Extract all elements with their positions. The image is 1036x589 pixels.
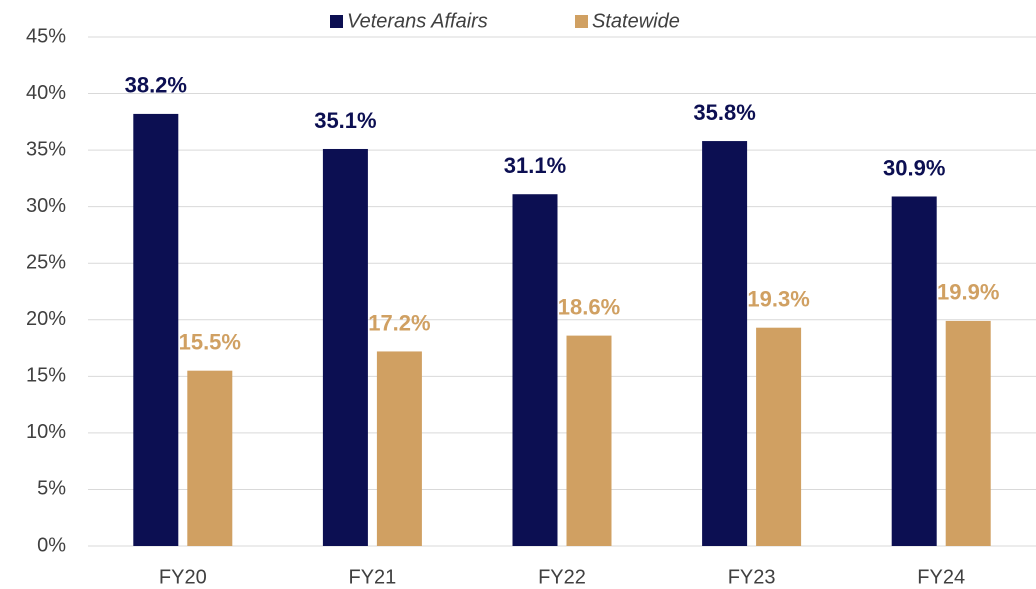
y-tick-label: 5% <box>37 478 66 500</box>
y-tick-label: 25% <box>26 252 66 274</box>
x-tick-label: FY24 <box>917 566 965 588</box>
value-label: 35.1% <box>314 108 376 133</box>
value-label: 15.5% <box>179 329 241 354</box>
value-label: 17.2% <box>368 310 430 335</box>
value-label: 18.6% <box>558 294 620 319</box>
bar <box>891 196 937 546</box>
legend-label: Veterans Affairs <box>347 10 488 32</box>
bar <box>756 327 802 546</box>
x-tick-label: FY22 <box>538 566 586 588</box>
y-tick-label: 0% <box>37 534 66 556</box>
value-label: 38.2% <box>125 73 187 98</box>
y-tick-label: 10% <box>26 421 66 443</box>
value-label: 30.9% <box>883 155 945 180</box>
bar <box>566 335 612 546</box>
y-tick-label: 45% <box>26 25 66 47</box>
legend-swatch <box>330 15 343 28</box>
y-tick-label: 20% <box>26 308 66 330</box>
value-label: 19.9% <box>937 280 999 305</box>
legend-swatch <box>575 15 588 28</box>
y-tick-label: 15% <box>26 365 66 387</box>
y-tick-label: 30% <box>26 195 66 217</box>
x-tick-label: FY20 <box>159 566 207 588</box>
bar <box>512 194 558 547</box>
bar <box>945 320 991 546</box>
x-tick-label: FY21 <box>348 566 396 588</box>
bar <box>702 141 748 546</box>
x-tick-label: FY23 <box>728 566 776 588</box>
value-label: 31.1% <box>504 153 566 178</box>
bar <box>187 370 233 546</box>
bar <box>376 351 422 546</box>
bar <box>322 148 368 547</box>
value-label: 35.8% <box>693 100 755 125</box>
bar <box>133 113 179 546</box>
y-tick-label: 35% <box>26 138 66 160</box>
legend-label: Statewide <box>592 10 680 32</box>
value-label: 19.3% <box>747 287 809 312</box>
y-tick-label: 40% <box>26 82 66 104</box>
